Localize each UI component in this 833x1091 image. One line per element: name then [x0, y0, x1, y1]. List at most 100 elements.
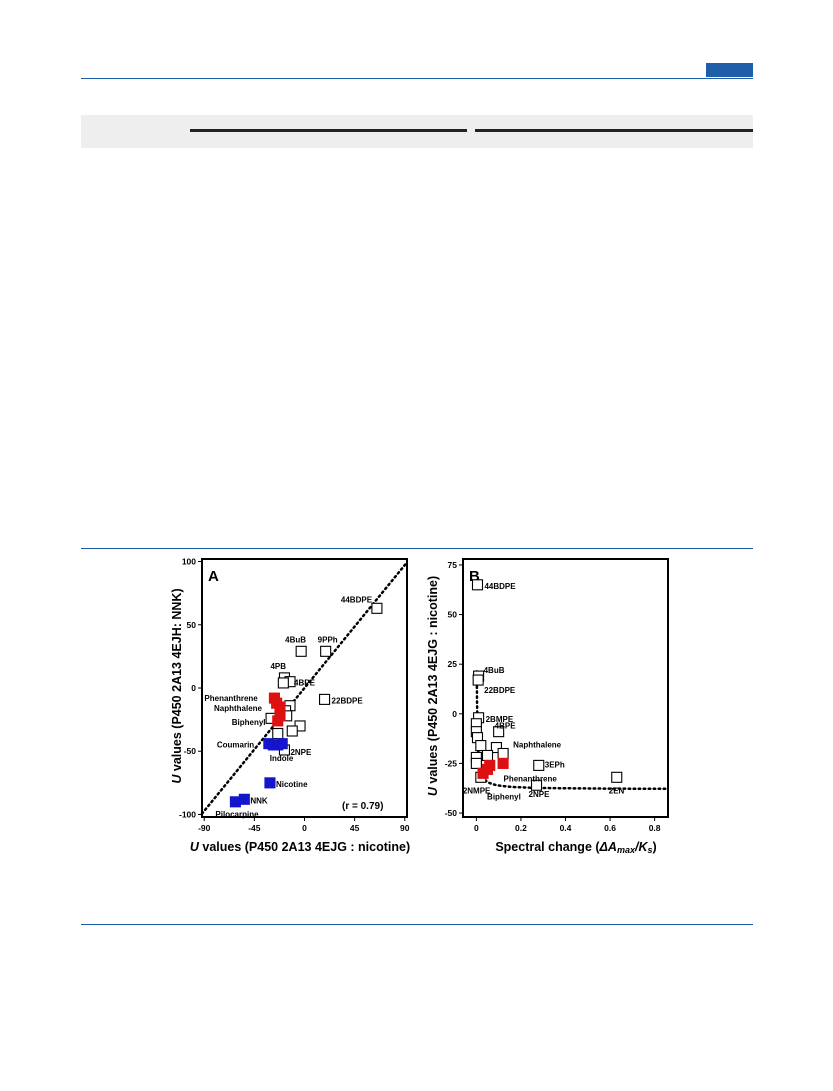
data-point — [490, 741, 502, 754]
point-label: 3EPh — [545, 760, 565, 769]
data-point — [320, 645, 332, 657]
x-tick-label: 0 — [474, 823, 479, 833]
panel-b-x-ticks: 0 0.2 0.4 0.6 0.8 — [474, 817, 661, 833]
data-point — [272, 727, 284, 740]
y-tick-label: -50 — [184, 746, 197, 756]
panel-b-points — [470, 579, 623, 791]
data-point — [533, 759, 545, 771]
y-tick-label: 0 — [191, 683, 196, 693]
panel-b: B Spectral change (ΔAmax/Ks) U values (P… — [426, 558, 669, 855]
header-tab-marker — [706, 63, 753, 77]
panel-a-point-labels: 44BDPE 4BuB 9PPh 4PB 4BPE 22BDPE 2NPE Phenanthr… — [204, 595, 372, 819]
point-label: Phenanthrene — [504, 774, 558, 783]
panel-b-ylabel-italic: U — [426, 786, 440, 796]
point-label: 9PPh — [318, 635, 338, 644]
panel-b-label: B — [469, 568, 480, 585]
header-rule — [81, 78, 753, 79]
panel-a-x-ticks: -90 -45 0 45 90 — [198, 817, 410, 833]
point-label: 2BMPE — [486, 715, 514, 724]
data-point — [497, 747, 509, 760]
panel-a-label: A — [208, 568, 219, 585]
point-label: 22BDPE — [332, 696, 364, 705]
data-point — [530, 779, 543, 791]
point-label: 2NMPE — [463, 786, 491, 795]
point-label: Phenanthrene — [204, 694, 258, 703]
y-tick-label: 100 — [182, 557, 196, 567]
point-label: 44BDPE — [341, 595, 373, 604]
figure-bottom-rule — [81, 924, 753, 925]
panel-a-ylabel: U values (P450 2A13 4EJH: NNK) — [170, 588, 184, 783]
point-label: Nicotine — [276, 780, 308, 789]
figure-top-rule — [81, 548, 753, 549]
data-point — [229, 796, 241, 808]
data-point — [481, 749, 494, 762]
panel-a-ylabel-italic: U — [170, 774, 184, 784]
point-label: Naphthalene — [513, 740, 562, 749]
data-point — [264, 777, 276, 789]
point-label: 4BPE — [294, 679, 316, 688]
data-point — [277, 677, 289, 689]
x-tick-label: -45 — [248, 823, 261, 833]
x-tick-label: 0.8 — [649, 823, 661, 833]
y-tick-label: 25 — [448, 659, 458, 669]
y-tick-label: 0 — [452, 709, 457, 719]
point-label: Biphenyl — [232, 718, 266, 727]
point-label: Pilocarpine — [215, 810, 259, 819]
point-label: 2NPE — [290, 748, 312, 757]
panel-a-y-ticks: 100 50 0 -50 -100 — [179, 557, 202, 819]
y-tick-label: 75 — [448, 560, 458, 570]
point-label: Naphthalene — [214, 704, 263, 713]
point-label: Biphenyl — [487, 792, 521, 801]
data-point — [471, 579, 484, 591]
x-tick-label: -90 — [198, 823, 211, 833]
panel-b-y-ticks: 75 50 25 0 -25 -50 — [445, 560, 463, 818]
data-point — [286, 725, 298, 737]
data-point — [493, 726, 505, 738]
x-tick-label: 0.6 — [604, 823, 616, 833]
point-label: Coumarin — [217, 741, 254, 750]
data-point — [611, 771, 623, 783]
y-tick-label: -100 — [179, 809, 196, 819]
table-column-rule-right — [475, 129, 753, 132]
panel-a: A (r = 0.79) U values (P450 2A13 4EJG : … — [170, 557, 410, 854]
data-point — [475, 740, 487, 752]
data-point — [371, 602, 383, 614]
panel-b-ylabel: U values (P450 2A13 4EJG : nicotine) — [426, 576, 440, 796]
point-label: 2NPE — [529, 790, 551, 799]
point-label: 4PB — [270, 662, 286, 671]
table-column-rule-left — [190, 129, 467, 132]
point-label: 22BDPE — [484, 686, 516, 695]
point-label: NNK — [250, 796, 268, 805]
point-label: Indole — [270, 754, 294, 763]
panel-a-xlabel-rest: values (P450 2A13 4EJG : nicotine) — [199, 840, 410, 854]
y-tick-label: -25 — [445, 758, 458, 768]
point-label: 2EN — [609, 786, 625, 795]
y-tick-label: -50 — [445, 808, 458, 818]
x-tick-label: 0.4 — [560, 823, 572, 833]
data-point — [497, 757, 509, 769]
data-point — [295, 645, 307, 657]
point-label: 4BuB — [484, 666, 505, 675]
panel-a-xlabel-italic: U — [190, 840, 200, 854]
panel-b-ylabel-rest: values (P450 2A13 4EJG : nicotine) — [426, 576, 440, 787]
panel-a-annotation: (r = 0.79) — [342, 801, 383, 812]
panel-a-points — [229, 602, 383, 808]
panel-b-xlabel: Spectral change (ΔAmax/Ks) — [495, 840, 656, 855]
data-point — [276, 738, 288, 750]
point-label: 4BPE — [495, 722, 517, 731]
point-label: 4BuB — [285, 635, 306, 644]
point-label: 44BDPE — [484, 582, 516, 591]
data-point — [470, 757, 482, 769]
x-tick-label: 0.2 — [515, 823, 527, 833]
x-tick-label: 0 — [302, 823, 307, 833]
panel-a-reference-line — [200, 561, 409, 815]
y-tick-label: 50 — [187, 620, 197, 630]
data-point — [272, 715, 284, 727]
panel-a-ylabel-rest: values (P450 2A13 4EJH: NNK) — [170, 588, 184, 774]
y-tick-label: 50 — [448, 610, 458, 620]
data-point — [477, 767, 489, 779]
reference-line — [200, 561, 409, 815]
x-tick-label: 90 — [400, 823, 410, 833]
